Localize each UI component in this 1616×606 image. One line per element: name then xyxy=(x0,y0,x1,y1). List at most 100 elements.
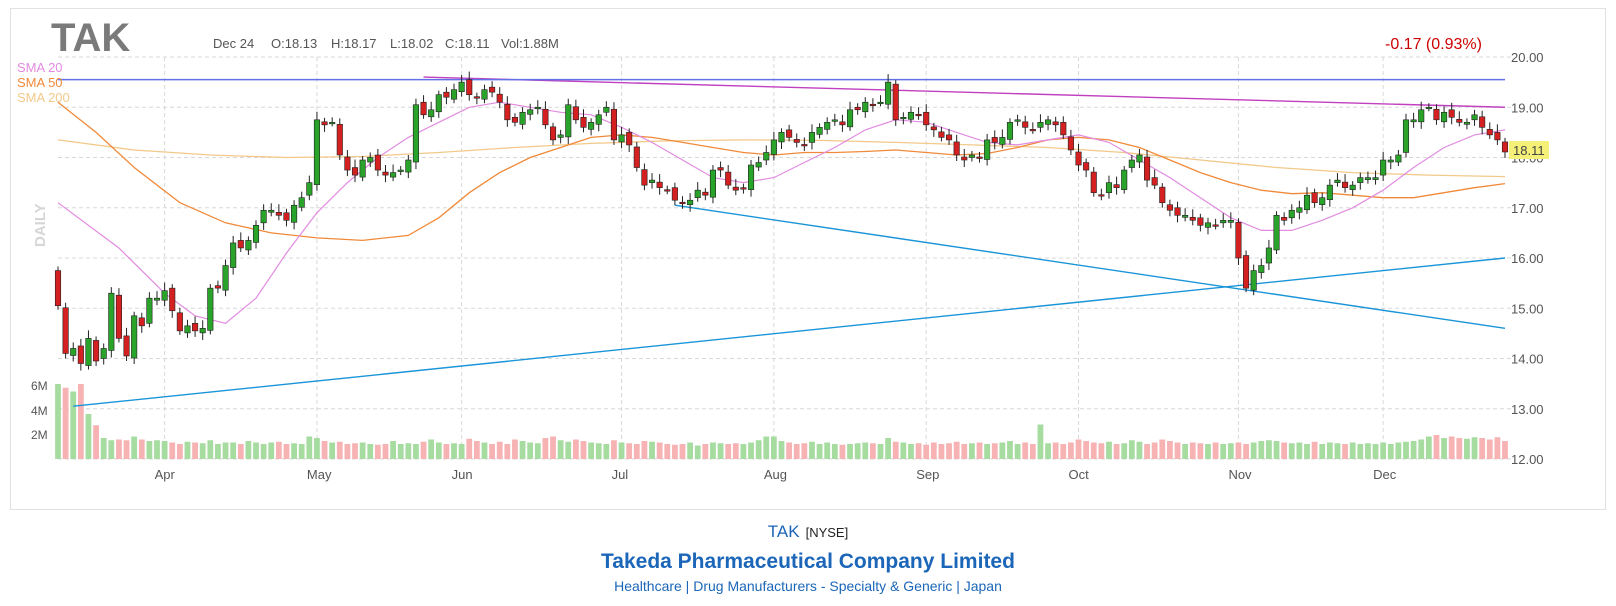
candle-body xyxy=(374,154,381,171)
candle-body xyxy=(504,103,511,121)
month-label: Jun xyxy=(452,467,473,482)
candle-body xyxy=(123,335,130,357)
volume-bar xyxy=(1502,441,1508,459)
volume-tick-label: 6M xyxy=(31,379,48,393)
volume-bar xyxy=(1311,441,1318,459)
volume-bar xyxy=(534,443,541,459)
volume-bar xyxy=(1387,444,1394,459)
volume-bar xyxy=(1106,441,1112,459)
volume-bar xyxy=(352,443,358,459)
volume-tick-label: 2M xyxy=(31,428,48,442)
candle-body xyxy=(1197,217,1204,226)
volume-bar xyxy=(146,441,153,459)
volume-bar xyxy=(70,391,77,459)
volume-bar xyxy=(1456,438,1463,459)
candle-body xyxy=(801,144,808,147)
chart-frame: 20.0019.0018.0017.0016.0015.0014.0013.00… xyxy=(10,8,1606,510)
candle-body xyxy=(1204,222,1212,228)
volume-bar xyxy=(908,444,914,459)
volume-bar xyxy=(938,444,945,459)
volume-bar xyxy=(1486,439,1493,459)
volume-bar xyxy=(466,438,473,459)
volume-bar xyxy=(1083,441,1090,459)
volume-bar xyxy=(725,444,732,459)
candle-body xyxy=(892,83,899,121)
legend-sma50: SMA 50 xyxy=(17,75,63,90)
volume-bar xyxy=(100,438,107,459)
candlesticks xyxy=(54,71,1509,371)
candle-body xyxy=(176,312,183,332)
candle-body xyxy=(976,156,983,159)
volume-bar xyxy=(946,443,952,459)
candle-body xyxy=(153,297,161,301)
candle-body xyxy=(580,117,587,128)
volume-bar xyxy=(367,444,374,459)
candle-body xyxy=(1067,136,1074,151)
volume-bar xyxy=(710,442,716,459)
month-label: May xyxy=(307,467,332,482)
candle-body xyxy=(595,114,602,125)
volume-bar xyxy=(580,441,587,459)
volume-bar xyxy=(1037,424,1044,459)
volume-bar xyxy=(862,442,869,459)
candle-body xyxy=(542,108,549,126)
candle-body xyxy=(709,169,716,198)
candle-body xyxy=(489,86,496,93)
candle-body xyxy=(1250,270,1257,291)
volume-bar xyxy=(260,444,267,459)
volume-bar xyxy=(245,441,252,459)
volume-bar xyxy=(1464,438,1470,459)
candle-body xyxy=(923,111,930,126)
candle-body xyxy=(138,317,145,327)
volume-bar xyxy=(1380,442,1387,459)
volume-bar xyxy=(1167,441,1173,459)
volume-bar xyxy=(900,442,907,459)
candle-body xyxy=(283,212,290,221)
candle-body xyxy=(694,189,701,199)
volume-bar xyxy=(1022,442,1029,459)
candle-body xyxy=(816,127,823,135)
volume-bar xyxy=(1365,443,1371,459)
candle-body xyxy=(351,167,359,176)
candle-body xyxy=(268,209,275,213)
candle-body xyxy=(1402,119,1410,153)
candle-body xyxy=(1349,184,1356,190)
volume-bar xyxy=(169,442,176,459)
candle-body xyxy=(603,106,610,113)
price-chart[interactable]: 20.0019.0018.0017.0016.0015.0014.0013.00… xyxy=(11,9,1607,511)
candle-body xyxy=(747,164,755,190)
candle-body xyxy=(1144,156,1151,181)
sma50-line xyxy=(57,101,1506,242)
company-name[interactable]: Takeda Pharmaceutical Company Limited xyxy=(601,550,1015,573)
candle-body xyxy=(1060,122,1067,136)
candle-body xyxy=(626,132,633,146)
volume-bar xyxy=(1403,441,1409,459)
candle-body xyxy=(641,169,648,186)
volume-bar xyxy=(687,442,694,459)
volume-bar xyxy=(519,441,526,459)
volume-bar xyxy=(809,441,815,459)
candle-body xyxy=(1425,106,1432,110)
volume-bar xyxy=(557,440,564,459)
candle-body xyxy=(1151,177,1158,186)
volume-bar xyxy=(961,444,968,459)
candle-body xyxy=(184,325,191,334)
volume-bar xyxy=(915,443,922,459)
candle-body xyxy=(877,101,884,105)
candle-body xyxy=(306,182,313,196)
candle-body xyxy=(824,122,831,130)
footer-ticker[interactable]: TAK xyxy=(767,522,800,541)
volume-bar xyxy=(702,444,709,459)
volume-bar xyxy=(527,442,534,459)
ticker-title: TAK xyxy=(51,16,130,60)
volume-bar xyxy=(230,442,237,459)
legend-sma200: SMA 200 xyxy=(17,90,70,105)
candle-body xyxy=(1380,159,1387,176)
candle-body xyxy=(1448,109,1455,118)
volume-bar xyxy=(649,441,655,459)
volume-bar xyxy=(473,441,480,459)
period-label: DAILY xyxy=(32,203,49,247)
volume-bar xyxy=(1045,443,1051,459)
candle-body xyxy=(1022,121,1029,128)
volume-bar xyxy=(770,436,777,459)
